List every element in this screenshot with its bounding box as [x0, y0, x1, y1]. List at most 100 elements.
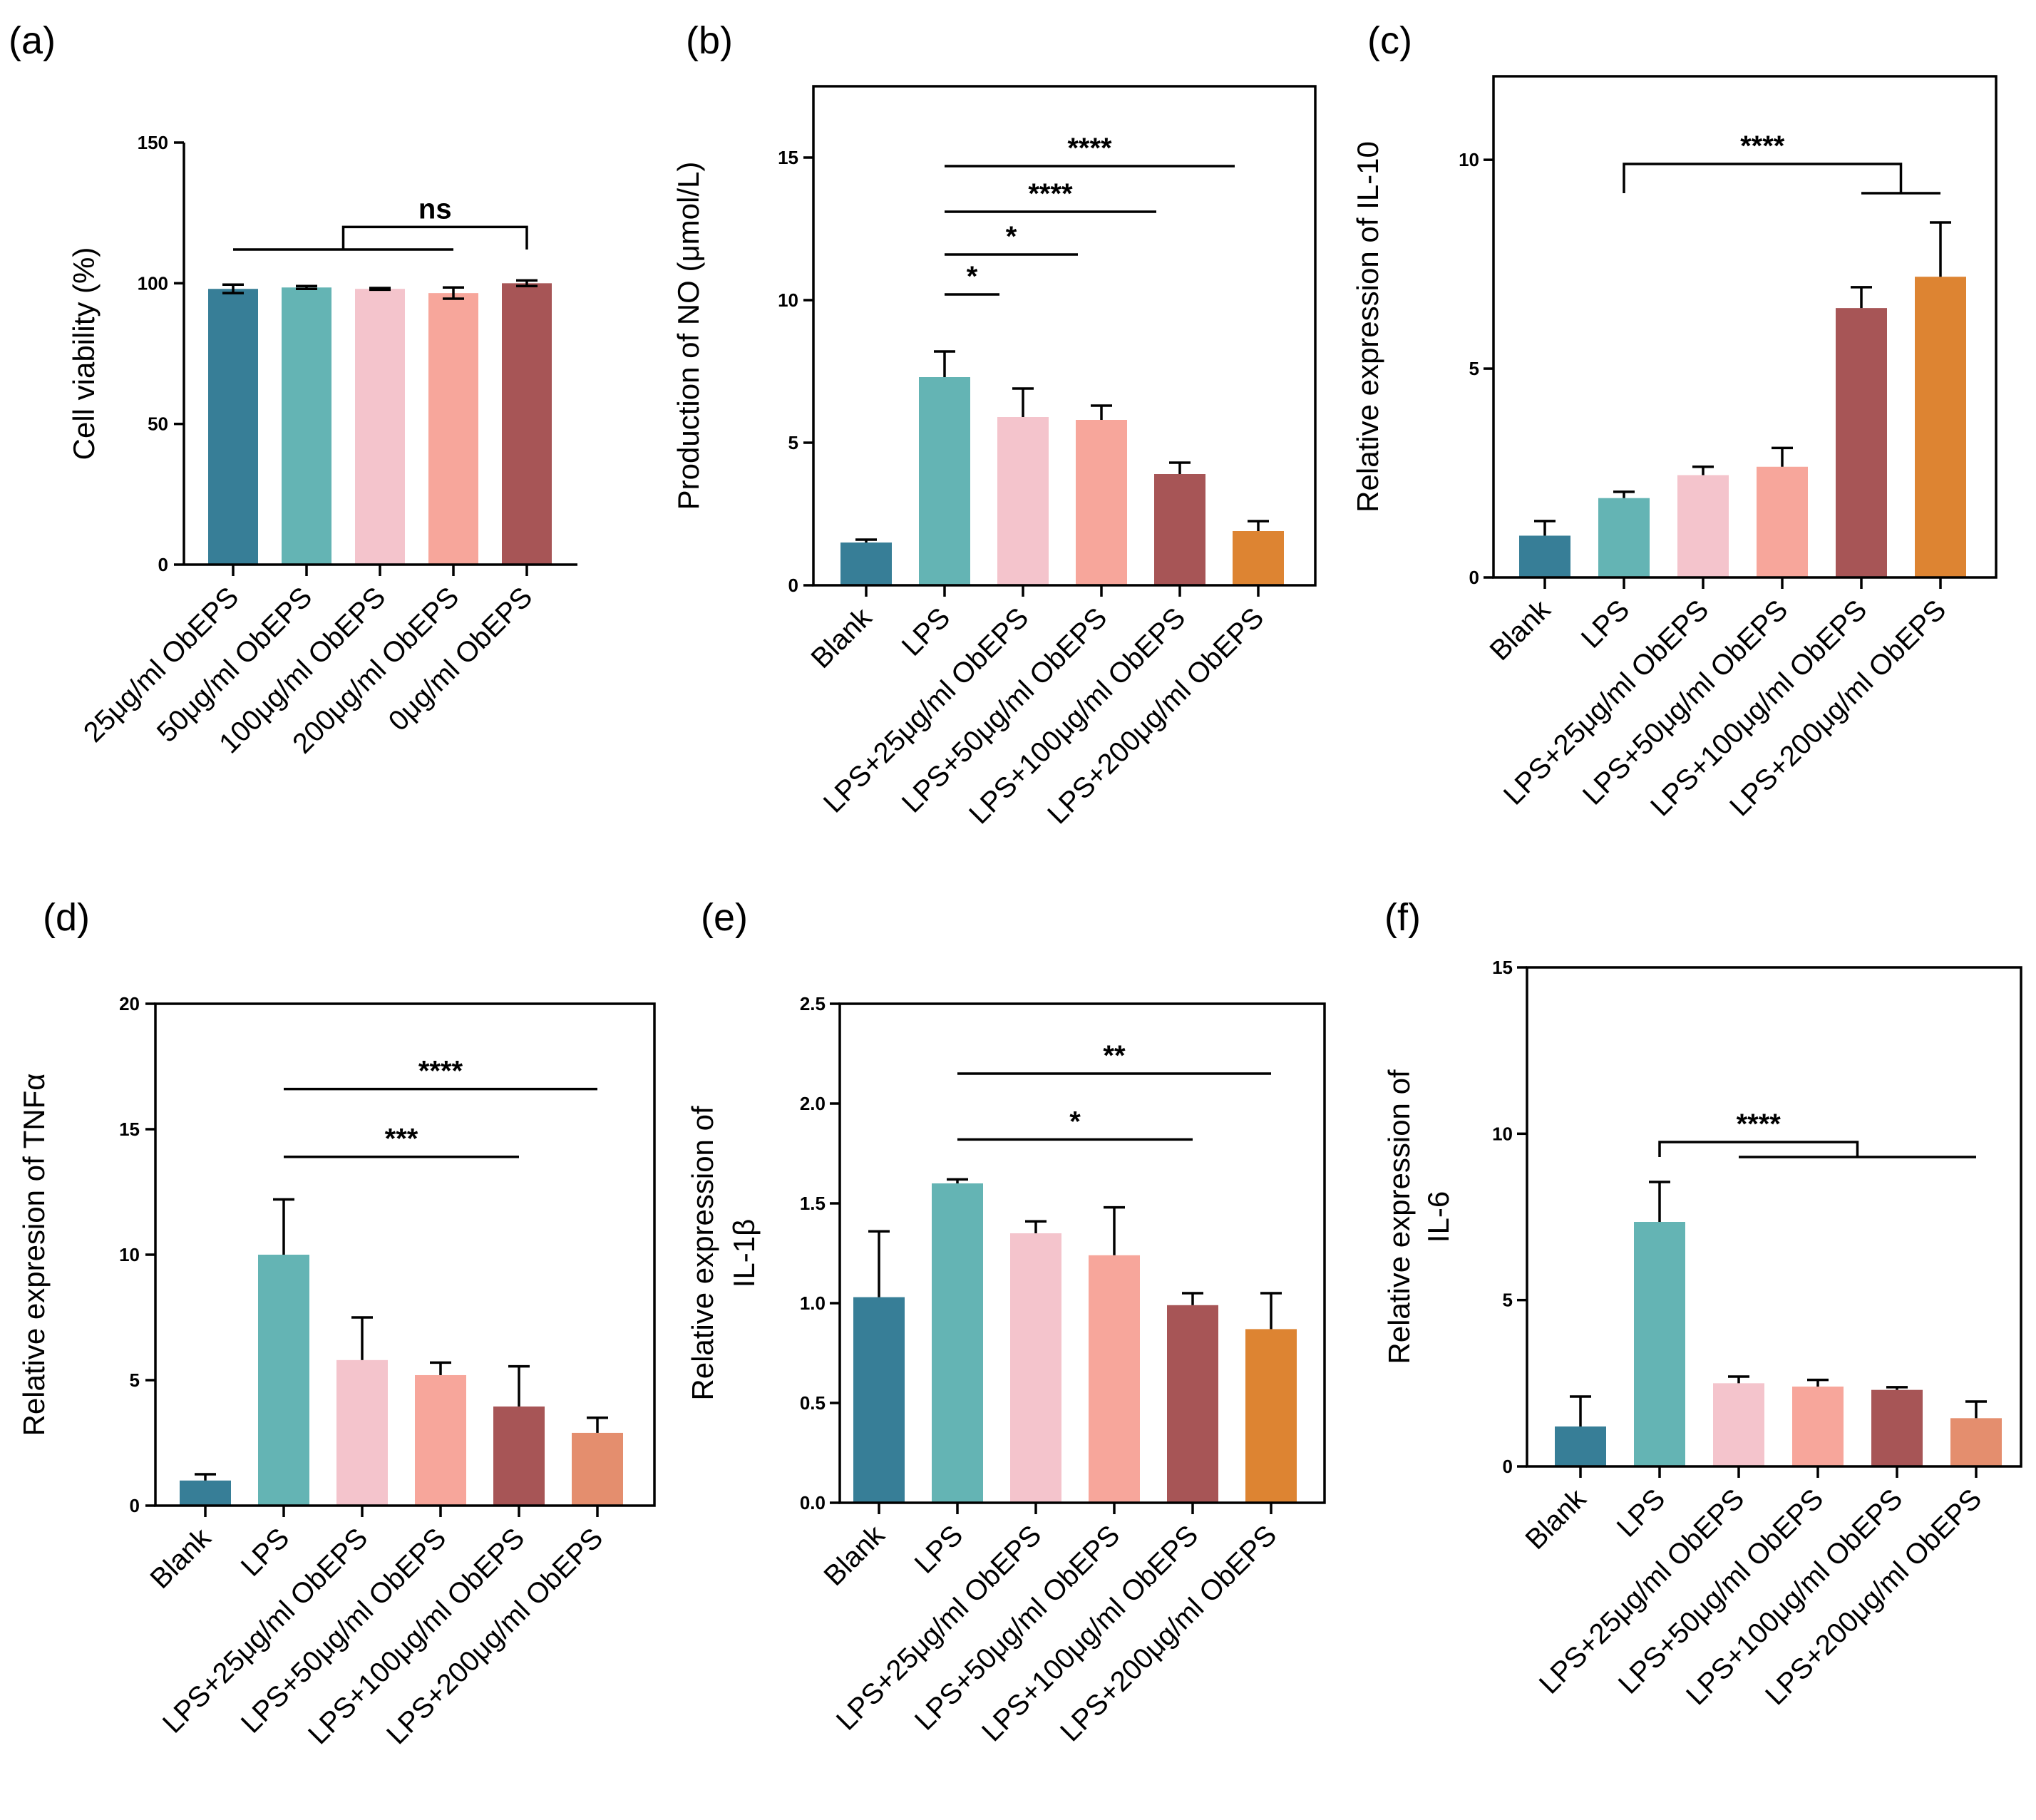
y-tick-label: 10 [119, 1244, 140, 1265]
plot-frame [838, 1002, 1326, 1504]
bar-2 [1634, 1222, 1685, 1466]
bar-3 [355, 289, 405, 565]
y-tick-label: 150 [138, 132, 168, 153]
bar-2 [1598, 498, 1650, 577]
panel-label: (e) [701, 896, 748, 939]
y-axis-label-line2: IL-6 [1421, 1191, 1455, 1243]
y-tick-label: 0 [788, 575, 798, 596]
panel-label: (b) [686, 19, 733, 62]
bar-5 [493, 1406, 545, 1506]
y-tick-label: 2.5 [800, 993, 826, 1014]
y-tick-label: 0 [1469, 567, 1479, 588]
y-tick-label: 5 [1503, 1290, 1513, 1311]
bar-3 [997, 417, 1049, 585]
bar-5 [1871, 1389, 1923, 1466]
x-tick-label: Blank [818, 1519, 891, 1593]
bar-3 [1677, 475, 1729, 577]
significance-bracket [1623, 163, 1903, 194]
y-tick-label: 15 [1492, 957, 1513, 978]
bar-2 [282, 287, 331, 565]
y-tick-label: 15 [119, 1119, 140, 1140]
y-axis-label: Relative expresion of TNFα [17, 1073, 51, 1436]
significance-bracket [1658, 1141, 1859, 1157]
y-axis-label: Relative expression of [686, 1106, 719, 1401]
x-tick-label: LPS [909, 1519, 970, 1580]
x-tick-label: LPS [235, 1522, 296, 1583]
bar-4 [1757, 466, 1808, 577]
x-tick-label: Blank [1484, 594, 1557, 667]
y-tick-label: 10 [778, 289, 798, 311]
significance-label: * [1006, 221, 1017, 252]
bar-2 [919, 377, 970, 585]
panel-label: (a) [9, 19, 56, 62]
bar-5 [1154, 474, 1205, 585]
bar-1 [180, 1480, 231, 1506]
bar-6 [572, 1432, 623, 1506]
y-tick-label: 1.5 [800, 1193, 826, 1214]
y-axis-label: Relative expression of [1382, 1069, 1416, 1364]
y-tick-label: 2.0 [800, 1093, 826, 1114]
bar-6 [1245, 1329, 1297, 1503]
bar-4 [415, 1374, 466, 1506]
bar-1 [853, 1297, 905, 1503]
x-tick-label: LPS [1575, 594, 1636, 654]
y-tick-label: 10 [1459, 149, 1479, 170]
bar-5 [1836, 308, 1887, 577]
y-tick-label: 0.0 [800, 1492, 826, 1513]
y-tick-label: 5 [1469, 358, 1479, 379]
y-axis-label: Production of NO (μmol/L) [672, 162, 705, 510]
y-tick-label: 100 [138, 272, 168, 294]
significance-label: ns [418, 193, 452, 225]
bar-2 [932, 1183, 983, 1503]
significance-label: **** [1737, 1109, 1782, 1140]
significance-label: ** [1103, 1040, 1126, 1071]
plot-frame [1526, 966, 2022, 1468]
bar-1 [840, 543, 892, 585]
y-tick-label: 5 [788, 432, 798, 453]
significance-label: * [967, 261, 978, 292]
bar-4 [428, 293, 478, 565]
significance-label: *** [385, 1124, 418, 1155]
x-tick-label: LPS [1611, 1483, 1672, 1543]
panel-label: (c) [1367, 19, 1412, 62]
x-tick-label: LPS [896, 602, 957, 662]
significance-label: **** [1028, 178, 1073, 210]
plot-frame [812, 85, 1317, 587]
panel-label: (f) [1384, 896, 1421, 939]
y-axis-label: Relative expression of IL-10 [1351, 141, 1384, 513]
bar-1 [208, 289, 258, 565]
x-tick-label: Blank [805, 602, 878, 675]
bar-6 [1233, 531, 1284, 585]
bar-5 [502, 283, 552, 565]
significance-label: **** [1740, 130, 1785, 162]
y-axis-label: Cell viability (%) [67, 247, 101, 461]
y-tick-label: 0.5 [800, 1392, 826, 1414]
bar-3 [1713, 1383, 1764, 1466]
y-tick-label: 20 [119, 993, 140, 1014]
y-tick-label: 10 [1492, 1123, 1513, 1144]
significance-bracket [341, 225, 528, 250]
y-tick-label: 50 [148, 413, 168, 435]
bar-6 [1950, 1418, 2002, 1466]
y-axis-label-line2: IL-1β [727, 1219, 761, 1288]
y-tick-label: 0 [1503, 1456, 1513, 1477]
bar-1 [1555, 1426, 1606, 1466]
bar-1 [1519, 535, 1570, 577]
bar-3 [1010, 1233, 1061, 1503]
bar-4 [1792, 1387, 1844, 1466]
x-tick-label: Blank [1519, 1483, 1593, 1556]
bar-4 [1089, 1255, 1140, 1503]
plot-frame [154, 1002, 656, 1507]
bar-5 [1167, 1305, 1218, 1503]
bar-3 [336, 1359, 388, 1506]
significance-label: **** [418, 1056, 463, 1087]
y-tick-label: 0 [158, 554, 168, 575]
y-tick-label: 15 [778, 147, 798, 168]
significance-label: **** [1067, 133, 1112, 164]
